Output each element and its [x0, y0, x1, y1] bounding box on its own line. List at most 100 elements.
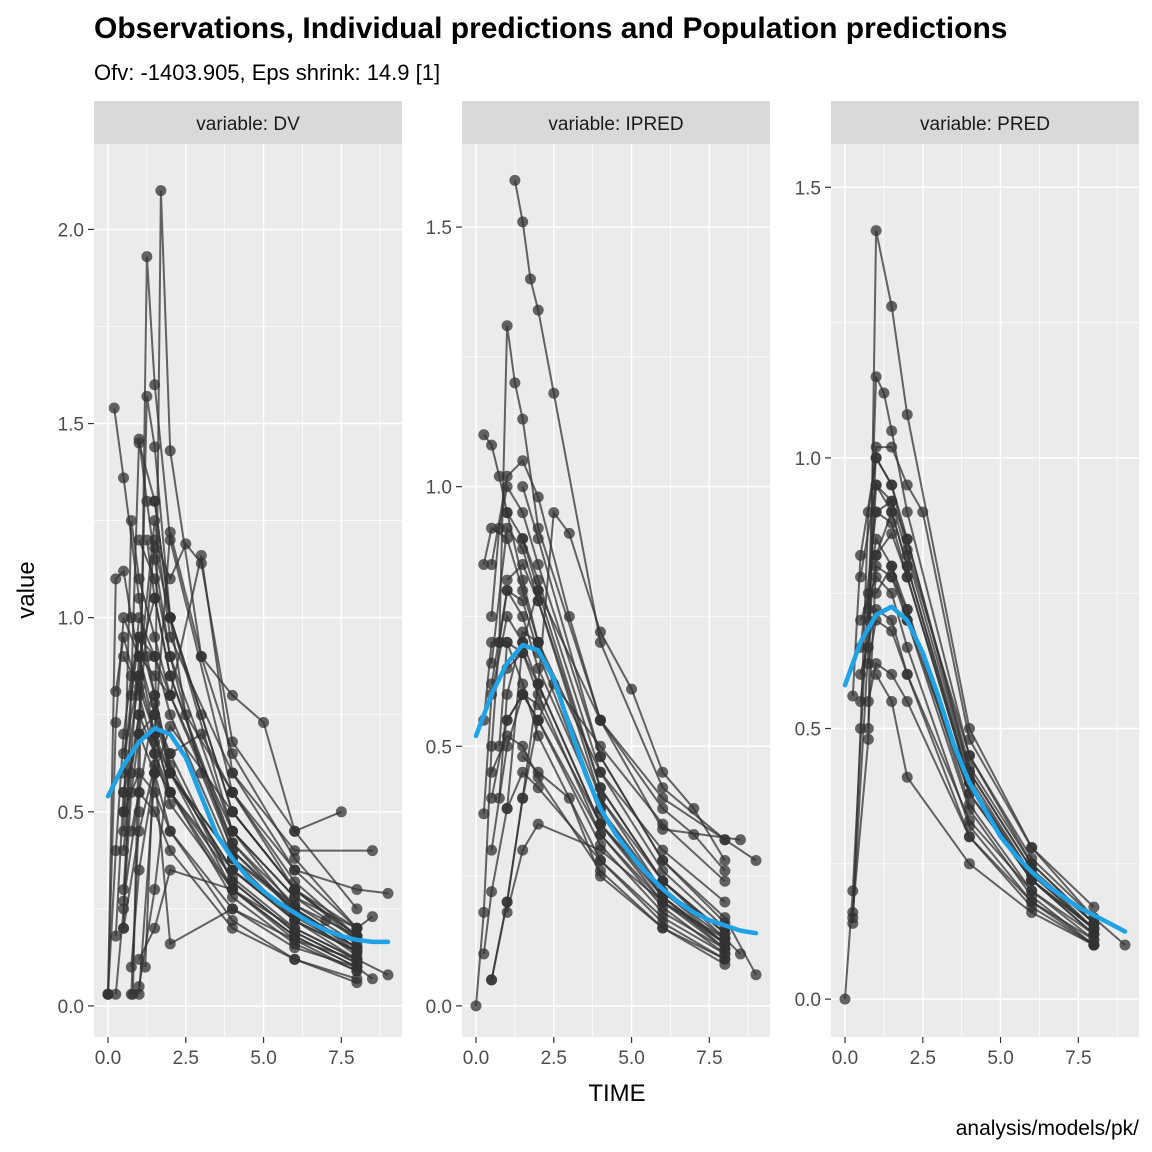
data-point	[901, 479, 913, 491]
data-point	[149, 748, 161, 760]
chart-title: Observations, Individual predictions and…	[94, 12, 1007, 45]
y-tick-label: 1.5	[795, 178, 821, 199]
data-point	[226, 837, 238, 849]
data-point	[901, 668, 913, 680]
data-point	[886, 571, 898, 583]
data-point	[133, 767, 145, 779]
data-point	[862, 587, 874, 599]
data-point	[517, 455, 529, 467]
data-point	[855, 695, 867, 707]
data-point	[110, 988, 122, 1000]
data-point	[118, 748, 130, 760]
data-point	[886, 695, 898, 707]
panel-2: variable: IPRED 0.0 0.5 1.0 1.5 0.0 2.5 5.0 7.5	[426, 101, 770, 1069]
data-point	[901, 560, 913, 572]
data-point	[118, 651, 130, 663]
data-point	[886, 495, 898, 507]
subject-line	[122, 710, 358, 961]
smooth-line	[473, 642, 759, 936]
data-point	[719, 912, 731, 924]
data-point	[351, 977, 363, 989]
data-point	[517, 481, 529, 493]
data-point	[963, 815, 975, 827]
data-point	[149, 495, 161, 507]
data-point	[125, 612, 137, 624]
data-point	[493, 636, 505, 648]
data-point	[862, 695, 874, 707]
data-point	[847, 912, 859, 924]
chart-caption: analysis/models/pk/	[956, 1117, 1139, 1140]
subject-line	[513, 180, 726, 841]
data-point	[133, 689, 145, 701]
subject-line	[506, 770, 726, 955]
data-point	[532, 818, 544, 830]
data-point	[548, 387, 560, 399]
data-point	[532, 491, 544, 503]
data-point	[195, 709, 207, 721]
data-point	[688, 803, 700, 815]
data-point	[110, 930, 122, 942]
data-point	[594, 829, 606, 841]
x-tick-label: 2.5	[541, 1048, 567, 1069]
data-point	[478, 808, 490, 820]
data-point	[164, 670, 176, 682]
data-point	[486, 636, 498, 648]
data-point	[855, 614, 867, 626]
data-point	[901, 549, 913, 561]
data-point	[486, 740, 498, 752]
y-tick-label: 1.5	[426, 218, 452, 239]
data-point	[155, 185, 167, 197]
data-point	[351, 922, 363, 934]
subject-line	[475, 587, 726, 1006]
x-tick-label: 5.0	[250, 1048, 276, 1069]
data-point	[289, 942, 301, 954]
data-point	[886, 517, 898, 529]
panel-background	[831, 144, 1139, 1037]
data-point	[855, 571, 867, 583]
data-point	[486, 766, 498, 778]
data-point	[719, 896, 731, 908]
data-point	[886, 668, 898, 680]
data-point	[149, 651, 161, 663]
data-point	[195, 728, 207, 740]
data-point	[862, 603, 874, 615]
data-point	[532, 522, 544, 534]
data-point	[133, 612, 145, 624]
data-point	[125, 515, 137, 527]
data-point	[226, 767, 238, 779]
data-point	[149, 553, 161, 565]
data-point	[289, 934, 301, 946]
data-point	[657, 844, 669, 856]
data-point	[532, 688, 544, 700]
data-point	[862, 733, 874, 745]
data-point	[517, 626, 529, 638]
chart-subtitle: Ofv: -1403.905, Eps shrink: 14.9 [1]	[94, 60, 440, 85]
data-point	[149, 759, 161, 771]
data-point	[509, 377, 521, 389]
data-point	[963, 750, 975, 762]
data-point	[847, 885, 859, 897]
data-point	[901, 533, 913, 545]
data-point	[149, 697, 161, 709]
data-point	[963, 831, 975, 843]
x-tick-label: 0.0	[832, 1048, 858, 1069]
data-point	[133, 534, 145, 546]
data-point	[289, 926, 301, 938]
data-point	[839, 993, 851, 1005]
data-point	[532, 662, 544, 674]
data-point	[870, 668, 882, 680]
data-point	[657, 922, 669, 934]
data-point	[133, 864, 145, 876]
data-point	[127, 988, 139, 1000]
data-point	[133, 806, 145, 818]
data-point	[594, 751, 606, 763]
strip-background	[831, 101, 1139, 144]
data-point	[133, 631, 145, 643]
data-point	[855, 723, 867, 735]
data-point	[382, 887, 394, 899]
y-tick-label: 2.0	[58, 220, 84, 241]
subject-line	[153, 547, 358, 937]
data-point	[594, 636, 606, 648]
data-point	[478, 948, 490, 960]
data-point	[594, 740, 606, 752]
